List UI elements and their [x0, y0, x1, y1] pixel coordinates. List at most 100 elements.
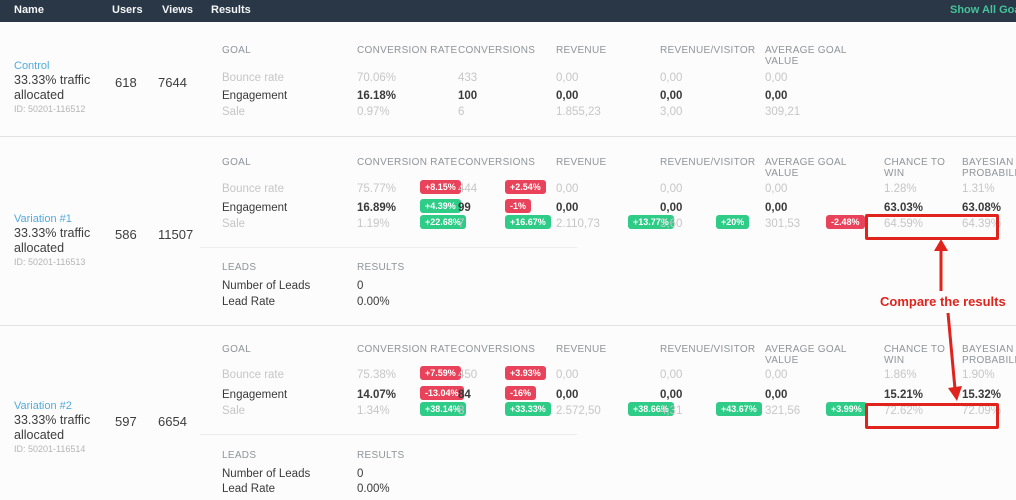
traffic-allocation: 33.33% traffic allocated [14, 226, 91, 255]
chance-to-win-value: 63.03% [884, 202, 924, 214]
traffic-allocation: 33.33% traffic allocated [14, 73, 91, 102]
lead-metric-label: Lead Rate [222, 296, 276, 308]
conversions-value: 450 [458, 369, 478, 381]
revenue-visitor-value: 0,00 [660, 72, 683, 84]
conversions-value: 99 [458, 202, 471, 214]
revenue-visitor-column-header: REVENUE/VISITOR [660, 344, 756, 355]
goal-column-header: GOAL [222, 157, 251, 168]
conversions-value: 8 [458, 405, 465, 417]
show-all-goal-details-link[interactable]: Show All Goal De [950, 4, 1016, 16]
goal-row-sale: Sale 1.34% +38.14% 8 +33.33% 2.572,50 +3… [0, 402, 1016, 421]
average-goal-value: 321,56 [765, 405, 801, 417]
variant-name-link[interactable]: Variation #2 [14, 400, 72, 412]
conversion-rate-column-header: CONVERSION RATE [357, 157, 458, 168]
average-goal-value-column-header: AVERAGE GOAL VALUE [765, 344, 847, 366]
revenue-visitor-column-header: REVENUE/VISITOR [660, 157, 756, 168]
chance-to-win-value: 72.62% [884, 405, 924, 417]
goal-row-engagement: Engagement 16.18% 100 0,00 0,00 0,00 [0, 89, 1016, 106]
average-goal-value: 0,00 [765, 72, 788, 84]
chance-to-win-column-header: CHANCE TO WIN [884, 344, 946, 366]
leads-row-number: Number of Leads 0 [0, 279, 1016, 296]
users-value: 618 [115, 75, 137, 90]
goal-row-bounce-rate: Bounce rate 75.77% +8.15% 444 +2.54% 0,0… [0, 180, 1016, 199]
uplift-badge: -1% [505, 199, 532, 213]
uplift-badge: +16.67% [505, 215, 551, 229]
average-goal-value: 309,21 [765, 106, 801, 118]
leads-column-header: LEADS [222, 262, 257, 273]
uplift-badge: +8.15% [420, 180, 461, 194]
variant-name-link[interactable]: Variation #1 [14, 213, 72, 225]
variant-section-variation-2: Variation #2 33.33% traffic allocated ID… [0, 326, 1016, 500]
revenue-column-header: REVENUE [556, 157, 607, 168]
goal-label[interactable]: Sale [222, 106, 246, 118]
goal-label[interactable]: Engagement [222, 202, 288, 214]
revenue-value: 0,00 [556, 369, 579, 381]
revenue-column-header: REVENUE [556, 344, 607, 355]
column-header-users: Users [112, 4, 143, 16]
goal-label[interactable]: Bounce rate [222, 183, 285, 195]
leads-row-rate: Lead Rate 0.00% [0, 482, 1016, 499]
leads-row-rate: Lead Rate 0.00% [0, 295, 1016, 312]
revenue-visitor-value: 3,00 [660, 106, 683, 118]
conversion-rate-value: 16.89% [357, 202, 397, 214]
views-value: 6654 [158, 414, 187, 429]
variant-id: ID: 50201-116514 [14, 444, 86, 454]
leads-row-number: Number of Leads 0 [0, 467, 1016, 484]
lead-metric-value: 0 [357, 468, 364, 480]
uplift-badge: +7.59% [420, 366, 461, 380]
revenue-value: 0,00 [556, 72, 579, 84]
column-header-results: Results [211, 4, 251, 16]
bayesian-probability-value: 72.09% [962, 405, 1002, 417]
average-goal-value: 0,00 [765, 183, 788, 195]
lead-metric-value: 0.00% [357, 483, 390, 495]
uplift-badge: +3.93% [505, 366, 546, 380]
conversions-value: 7 [458, 218, 465, 230]
average-goal-value: 301,53 [765, 218, 801, 230]
conversion-rate-value: 14.07% [357, 389, 397, 401]
goal-label[interactable]: Engagement [222, 389, 288, 401]
column-header-views: Views [162, 4, 193, 16]
section-divider [0, 325, 1016, 326]
bayesian-probability-column-header: BAYESIAN PROBABILITY [962, 157, 1016, 179]
conversion-rate-value: 16.18% [357, 90, 397, 102]
goal-label[interactable]: Sale [222, 218, 246, 230]
goal-label[interactable]: Engagement [222, 90, 288, 102]
revenue-value: 0,00 [556, 202, 579, 214]
conversion-rate-value: 1.19% [357, 218, 390, 230]
section-divider [0, 136, 1016, 137]
goal-label[interactable]: Bounce rate [222, 369, 285, 381]
uplift-badge: +13.77% [628, 215, 674, 229]
goal-label[interactable]: Bounce rate [222, 72, 285, 84]
conversion-rate-value: 1.34% [357, 405, 390, 417]
conversions-value: 84 [458, 389, 471, 401]
column-header-name: Name [14, 4, 44, 16]
variant-section-variation-1: Variation #1 33.33% traffic allocated ID… [0, 137, 1016, 325]
lead-metric-label: Number of Leads [222, 468, 311, 480]
average-goal-value: 0,00 [765, 369, 788, 381]
revenue-value: 0,00 [556, 90, 579, 102]
average-goal-value-column-header: AVERAGE GOAL VALUE [765, 45, 847, 67]
goal-row-bounce-rate: Bounce rate 75.38% +7.59% 450 +3.93% 0,0… [0, 366, 1016, 385]
uplift-badge: +4.39% [420, 199, 461, 213]
uplift-badge: +38.14% [420, 402, 466, 416]
chance-to-win-value: 1.28% [884, 183, 917, 195]
revenue-value: 2.572,50 [556, 405, 601, 417]
revenue-visitor-column-header: REVENUE/VISITOR [660, 45, 756, 56]
uplift-badge: -2.48% [826, 215, 865, 229]
lead-metric-label: Lead Rate [222, 483, 276, 495]
chance-to-win-value: 1.86% [884, 369, 917, 381]
average-goal-value-column-header: AVERAGE GOAL VALUE [765, 157, 847, 179]
conversion-rate-value: 0.97% [357, 106, 390, 118]
conversions-value: 100 [458, 90, 478, 102]
revenue-value: 2.110,73 [556, 218, 600, 230]
goal-row-engagement: Engagement 16.89% +4.39% 99 -1% 0,00 0,0… [0, 199, 1016, 218]
goal-label[interactable]: Sale [222, 405, 246, 417]
uplift-badge: +22.68% [420, 215, 466, 229]
variant-name-link[interactable]: Control [14, 60, 50, 72]
traffic-allocation: 33.33% traffic allocated [14, 413, 91, 442]
conversion-rate-value: 70.06% [357, 72, 397, 84]
results-column-header: RESULTS [357, 450, 405, 461]
chance-to-win-value: 15.21% [884, 389, 924, 401]
uplift-badge: +20% [716, 215, 750, 229]
conversion-rate-value: 75.38% [357, 369, 397, 381]
